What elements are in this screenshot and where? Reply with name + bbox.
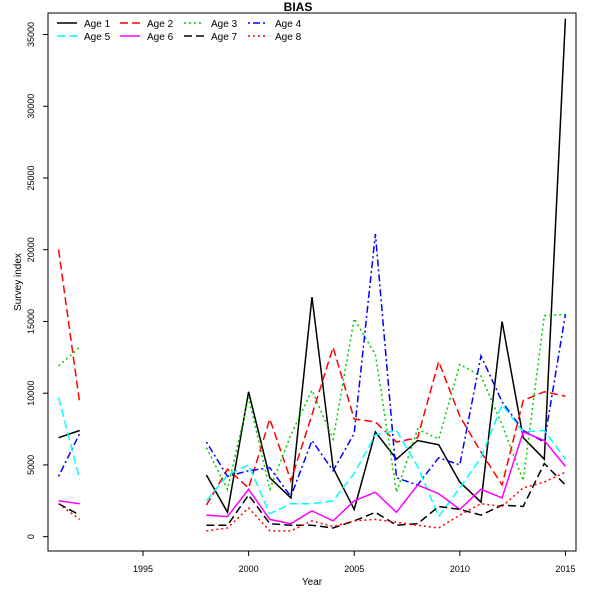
series-line-age-8 — [58, 503, 81, 521]
series-line-age-6 — [58, 500, 80, 505]
y-tick-label: 0 — [26, 534, 36, 539]
series-line-age-8 — [206, 471, 566, 532]
y-tick-label: 20000 — [26, 237, 36, 262]
y-tick-label: 5000 — [26, 455, 36, 475]
legend-label: Age 8 — [275, 32, 302, 43]
series-line-age-1 — [205, 18, 567, 515]
series-line-age-3 — [205, 313, 566, 493]
legend-entry-age-8: Age 8 — [248, 32, 302, 43]
series-line-age-3 — [58, 346, 81, 367]
legend-label: Age 4 — [275, 19, 302, 30]
legend-label: Age 5 — [84, 32, 111, 43]
legend-entry-age-5: Age 5 — [57, 32, 111, 43]
legend-entry-age-7: Age 7 — [184, 32, 238, 43]
x-tick-label: 2005 — [344, 564, 364, 574]
legend-label: Age 1 — [84, 19, 111, 30]
y-tick-label: 10000 — [26, 381, 36, 406]
legend-label: Age 7 — [211, 32, 238, 43]
y-tick-label: 15000 — [26, 309, 36, 334]
y-axis-label: Survey index — [13, 253, 24, 311]
series-line-age-1 — [58, 429, 80, 439]
y-tick-label: 35000 — [26, 22, 36, 47]
series-line-age-4 — [57, 433, 81, 477]
y-tick-label: 30000 — [26, 94, 36, 119]
series-line-age-7 — [206, 462, 566, 529]
legend-entry-age-3: Age 3 — [184, 19, 238, 30]
y-tick-label: 25000 — [26, 165, 36, 190]
legend-entry-age-4: Age 4 — [248, 19, 302, 30]
series-line-age-5 — [205, 403, 567, 519]
legend-entry-age-1: Age 1 — [57, 19, 111, 30]
series-line-age-5 — [57, 397, 81, 480]
series-line-age-7 — [58, 503, 81, 516]
series-line-age-6 — [206, 430, 566, 525]
x-tick-label: 2015 — [555, 564, 575, 574]
x-tick-label: 2000 — [239, 564, 259, 574]
legend-label: Age 6 — [147, 32, 174, 43]
legend-label: Age 2 — [147, 19, 174, 30]
x-tick-label: 1995 — [133, 564, 153, 574]
series-line-age-4 — [205, 233, 567, 499]
chart-title: BIAS — [284, 0, 313, 14]
legend-label: Age 3 — [211, 19, 238, 30]
plot-frame — [47, 12, 577, 552]
x-tick-label: 2010 — [450, 564, 470, 574]
legend-entry-age-6: Age 6 — [120, 32, 174, 43]
series-line-age-2 — [57, 249, 81, 404]
x-axis-label: Year — [302, 577, 323, 588]
legend-entry-age-2: Age 2 — [120, 19, 174, 30]
